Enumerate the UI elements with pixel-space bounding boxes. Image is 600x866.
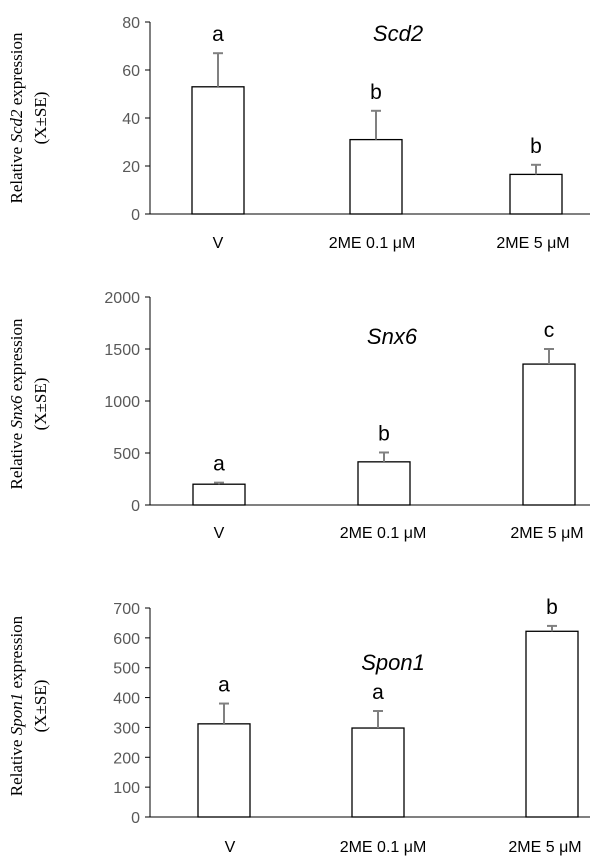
bar bbox=[197, 723, 251, 818]
y-tick-label: 300 bbox=[113, 720, 140, 737]
bar bbox=[525, 630, 579, 818]
y-axis-label-line2: (X±SE) bbox=[31, 378, 50, 431]
y-tick-label: 2000 bbox=[104, 290, 140, 307]
bar bbox=[509, 173, 563, 215]
y-tick-label: 60 bbox=[122, 63, 140, 80]
category-label: V bbox=[213, 235, 224, 252]
bar bbox=[191, 86, 245, 215]
bar bbox=[349, 138, 403, 215]
y-tick-label: 500 bbox=[113, 661, 140, 678]
category-label: V bbox=[225, 839, 236, 856]
significance-label: a bbox=[218, 674, 230, 697]
significance-label: a bbox=[213, 453, 225, 476]
category-label: V bbox=[214, 525, 225, 542]
y-tick-label: 1500 bbox=[104, 342, 140, 359]
significance-label: c bbox=[544, 319, 555, 342]
y-tick-label: 700 bbox=[113, 601, 140, 618]
y-tick-label: 0 bbox=[131, 207, 140, 224]
y-tick-label: 80 bbox=[122, 15, 140, 32]
significance-label: b bbox=[370, 81, 382, 104]
y-tick-label: 0 bbox=[131, 498, 140, 515]
category-label: 2ME 5 μM bbox=[510, 525, 583, 542]
y-tick-label: 40 bbox=[122, 111, 140, 128]
bar bbox=[351, 727, 405, 818]
category-label: 2ME 0.1 μM bbox=[329, 235, 416, 252]
y-axis-label-suffix: expression bbox=[7, 32, 26, 109]
y-tick-label: 500 bbox=[113, 446, 140, 463]
y-axis-label: Relative Scd2 expression bbox=[7, 32, 26, 203]
category-label: 2ME 5 μM bbox=[508, 839, 581, 856]
chart-panel-3: 0 100 200 300 400 500 600 700 a Va 2ME 0.1 μM b 2ME … bbox=[7, 596, 590, 856]
y-axis-label-line2: (X±SE) bbox=[31, 680, 50, 733]
y-axis-label: Relative Snx6 expression bbox=[7, 318, 26, 489]
y-axis-label-gene: Spon1 bbox=[7, 693, 26, 736]
y-axis-label-line2: (X±SE) bbox=[31, 92, 50, 145]
y-axis-label: Relative Spon1 expression bbox=[7, 615, 26, 796]
y-tick-label: 600 bbox=[113, 631, 140, 648]
y-tick-label: 200 bbox=[113, 750, 140, 767]
y-axis-label-prefix: Relative bbox=[7, 735, 26, 796]
y-tick-label: 100 bbox=[113, 780, 140, 797]
y-tick-label: 20 bbox=[122, 159, 140, 176]
chart-panel-2: 0 500 1000 1500 2000 a Vb 2ME 0.1 μM c 2ME 5 μM Sn… bbox=[7, 290, 590, 542]
y-axis-label-gene: Snx6 bbox=[7, 395, 26, 429]
category-label: 2ME 0.1 μM bbox=[340, 525, 427, 542]
significance-label: b bbox=[546, 596, 558, 619]
category-label: 2ME 5 μM bbox=[496, 235, 569, 252]
chart-title: Scd2 bbox=[373, 21, 423, 46]
y-tick-label: 400 bbox=[113, 691, 140, 708]
significance-label: a bbox=[212, 23, 224, 46]
bar bbox=[192, 483, 246, 506]
significance-label: b bbox=[530, 135, 542, 158]
category-label: 2ME 0.1 μM bbox=[340, 839, 427, 856]
y-axis-label-suffix: expression bbox=[7, 318, 26, 395]
y-tick-label: 0 bbox=[131, 810, 140, 827]
chart-title: Spon1 bbox=[361, 650, 425, 675]
significance-label: a bbox=[372, 681, 384, 704]
chart-title: Snx6 bbox=[367, 324, 418, 349]
y-tick-label: 1000 bbox=[104, 394, 140, 411]
bar bbox=[522, 363, 576, 506]
y-axis-label-prefix: Relative bbox=[7, 143, 26, 204]
y-axis-label-suffix: expression bbox=[7, 615, 26, 692]
significance-label: b bbox=[378, 422, 390, 445]
bar bbox=[357, 461, 411, 506]
y-axis-label-prefix: Relative bbox=[7, 429, 26, 490]
y-axis-label-gene: Scd2 bbox=[7, 109, 26, 143]
